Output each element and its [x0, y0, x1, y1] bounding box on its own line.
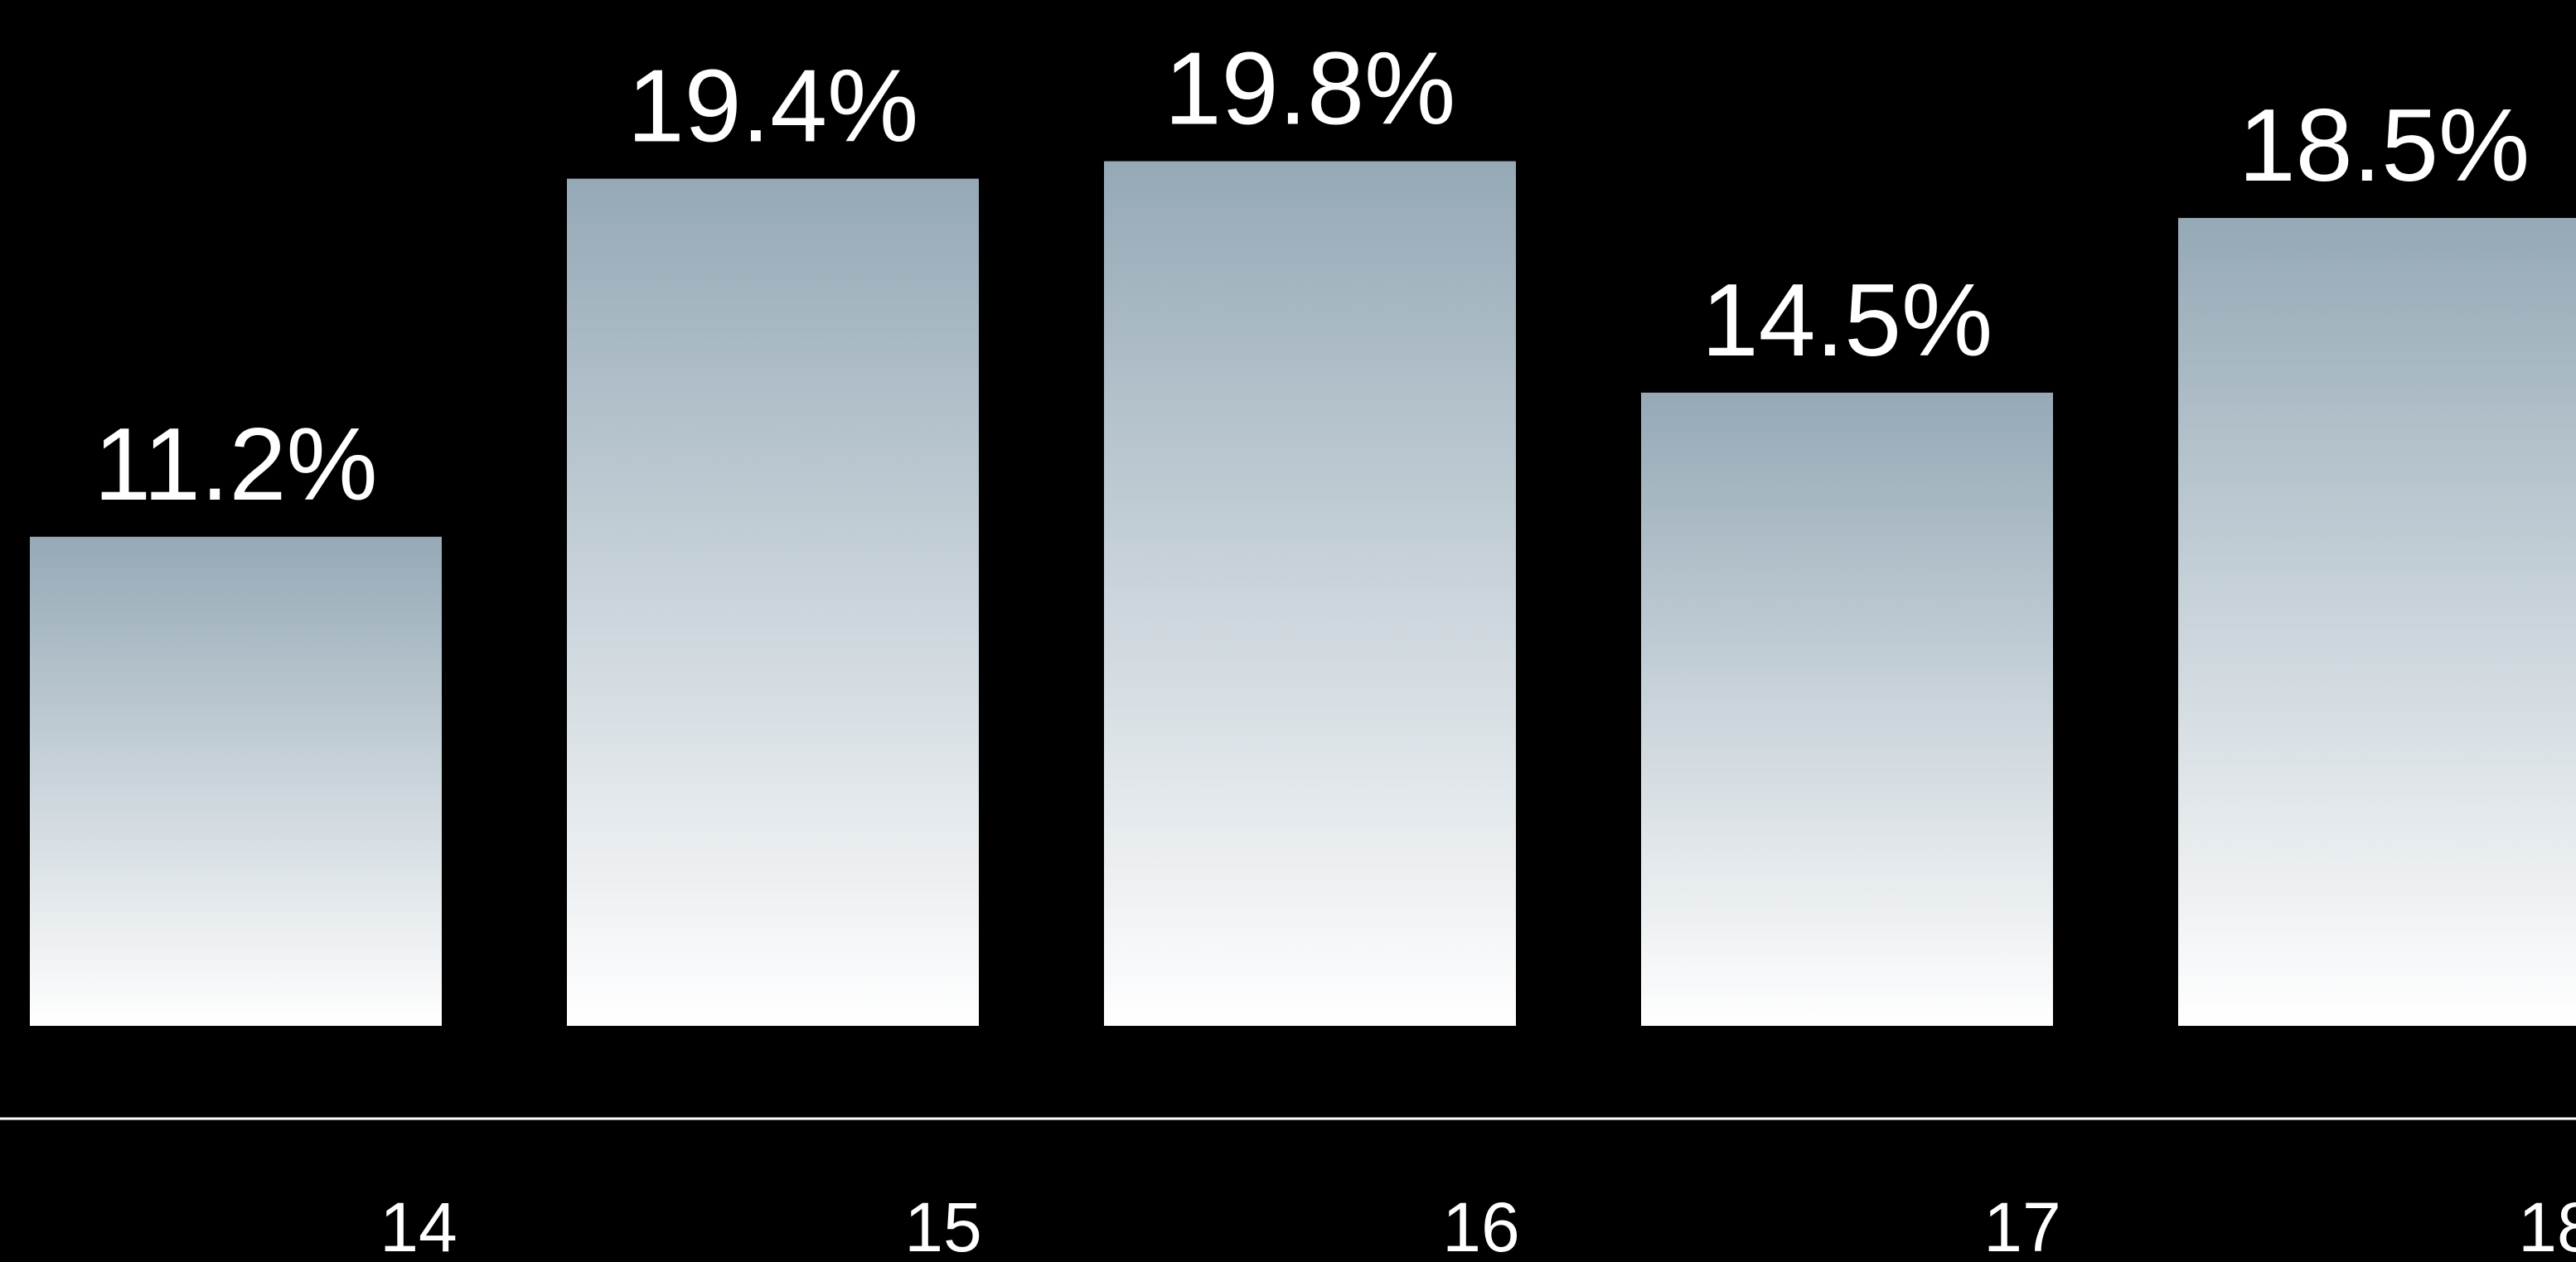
bars-layer: [30, 161, 2576, 1027]
bar-16: [1104, 161, 1516, 1026]
x-tick-labels-layer: 14 15 16 17 18: [380, 1188, 2576, 1262]
x-tick-label-14: 14: [380, 1188, 457, 1262]
value-labels-layer: 11.2% 19.4% 19.8% 14.5% 18.5%: [94, 32, 2530, 522]
value-label-14: 11.2%: [94, 408, 377, 522]
value-label-15: 19.4%: [627, 50, 919, 164]
x-tick-label-17: 17: [1983, 1188, 2060, 1262]
value-label-16: 19.8%: [1165, 32, 1456, 147]
x-tick-label-18: 18: [2518, 1188, 2576, 1262]
bar-17: [1641, 392, 2053, 1027]
bar-18: [2178, 218, 2576, 1026]
value-label-18: 18.5%: [2239, 89, 2530, 203]
bar-15: [567, 178, 979, 1026]
x-tick-label-15: 15: [904, 1188, 981, 1262]
value-label-17: 14.5%: [1702, 264, 1993, 378]
x-tick-label-16: 16: [1442, 1188, 1519, 1262]
bar-14: [30, 536, 442, 1026]
